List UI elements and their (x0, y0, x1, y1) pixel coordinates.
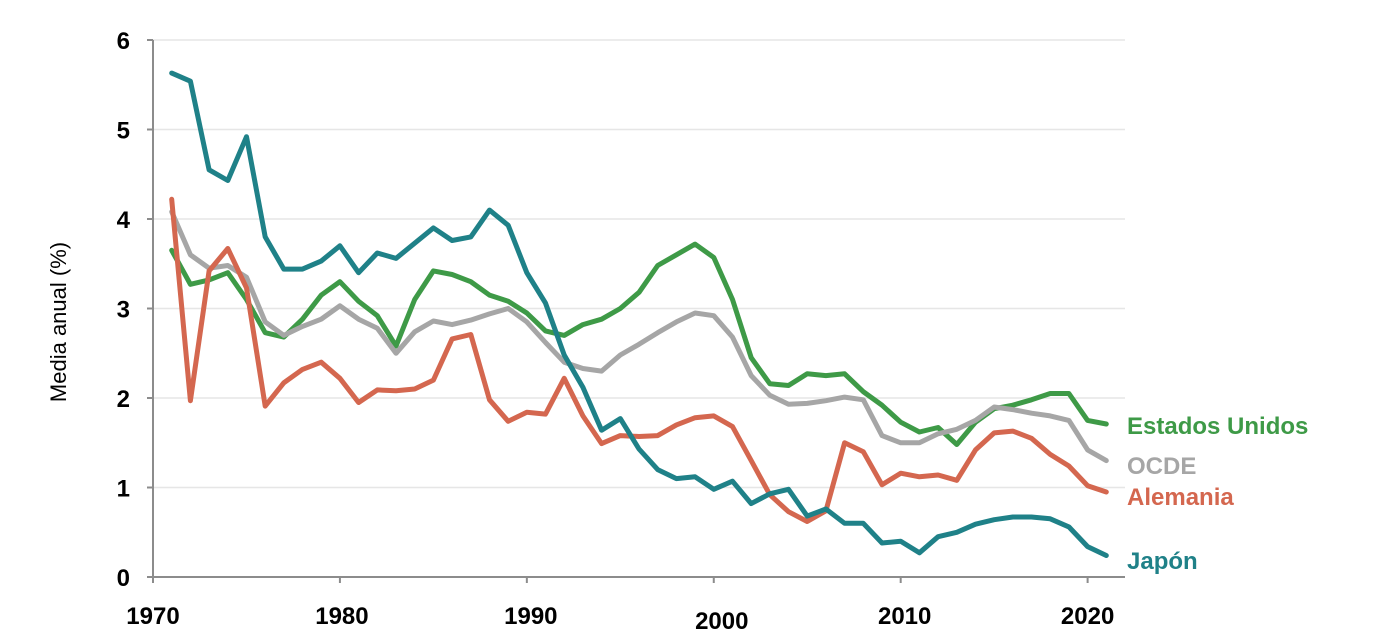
y-tick-labels: 0 1 2 3 4 5 6 (117, 28, 131, 592)
series-line-alemania (169, 196, 1109, 524)
legend-label-japon: Japón (1127, 548, 1198, 575)
legend-label-estados-unidos: Estados Unidos (1127, 413, 1308, 440)
y-axis-label: Media anual (%) (46, 242, 71, 402)
y-tick-label: 0 (117, 565, 130, 592)
y-tick-label: 2 (117, 386, 130, 413)
x-tick-label: 2000 (695, 608, 748, 635)
x-tick-labels: 1970 1980 1990 2000 2010 2020 (126, 603, 1114, 635)
y-tick-label: 4 (117, 207, 131, 234)
y-tick-label: 1 (117, 476, 130, 503)
x-tick-label: 1980 (315, 603, 368, 630)
legend-label-ocde: OCDE (1127, 453, 1196, 480)
gridlines (153, 39, 1125, 489)
x-tick-label: 2020 (1061, 603, 1114, 630)
legend: Estados Unidos OCDE Alemania Japón (1127, 413, 1308, 575)
x-tick-label: 1990 (504, 603, 557, 630)
series-line-estados-unidos (169, 241, 1109, 447)
x-tick-label: 2010 (878, 603, 931, 630)
legend-label-alemania: Alemania (1127, 484, 1234, 511)
series-line-japon (169, 70, 1109, 558)
x-tick-label: 1970 (126, 603, 179, 630)
axes (147, 39, 1125, 583)
y-tick-label: 6 (117, 28, 130, 55)
series-line-ocde (169, 209, 1109, 464)
y-tick-label: 5 (117, 118, 130, 145)
y-tick-label: 3 (117, 297, 130, 324)
series-lines (169, 70, 1109, 558)
